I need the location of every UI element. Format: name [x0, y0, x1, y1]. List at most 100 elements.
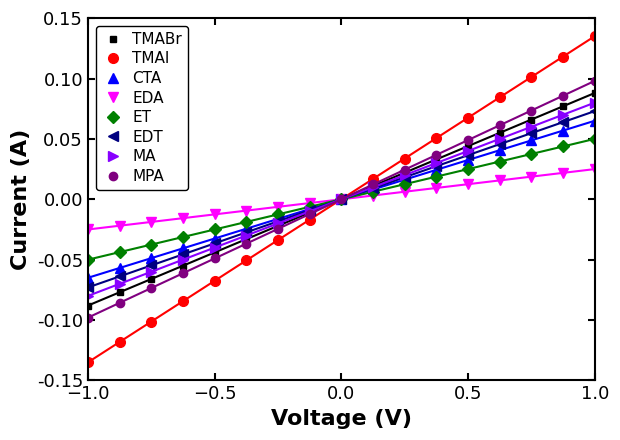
CTA — [306, 206, 313, 212]
EDA — [591, 166, 598, 172]
TMAI — [464, 115, 472, 121]
CTA — [84, 275, 92, 280]
MPA — [433, 152, 440, 158]
EDA — [496, 178, 503, 183]
Line: MPA: MPA — [84, 77, 599, 322]
CTA — [591, 118, 598, 124]
ET — [496, 159, 503, 164]
ET — [274, 212, 281, 217]
EDT — [337, 197, 345, 202]
TMABr — [148, 276, 155, 282]
ET — [179, 235, 187, 240]
TMABr — [179, 263, 187, 268]
CTA — [559, 128, 567, 133]
ET — [242, 219, 250, 224]
TMABr — [306, 210, 313, 215]
EDT — [179, 252, 187, 257]
ET — [433, 174, 440, 179]
TMABr — [242, 237, 250, 242]
EDT — [84, 285, 92, 290]
CTA — [148, 256, 155, 261]
MPA — [211, 256, 218, 261]
MPA — [148, 286, 155, 291]
EDA — [242, 208, 250, 213]
ET — [370, 189, 377, 194]
EDT — [559, 120, 567, 125]
TMAI — [274, 238, 281, 243]
ET — [591, 136, 598, 142]
EDA — [211, 212, 218, 217]
MPA — [179, 271, 187, 276]
MA — [433, 161, 440, 166]
CTA — [370, 187, 377, 192]
EDT — [274, 219, 281, 224]
EDT — [148, 263, 155, 268]
MPA — [84, 315, 92, 320]
MA — [370, 184, 377, 190]
EDA — [528, 174, 535, 179]
TMABr — [211, 250, 218, 255]
TMAI — [242, 258, 250, 263]
EDA — [116, 223, 123, 228]
TMAI — [148, 319, 155, 324]
EDA — [274, 204, 281, 209]
EDA — [464, 182, 472, 187]
Line: CTA: CTA — [83, 116, 600, 282]
ET — [559, 144, 567, 149]
EDA — [84, 227, 92, 232]
TMABr — [464, 143, 472, 149]
CTA — [464, 158, 472, 163]
TMABr — [591, 90, 598, 95]
EDA — [401, 189, 409, 194]
EDT — [211, 241, 218, 246]
EDT — [591, 109, 598, 114]
MPA — [116, 300, 123, 305]
TMABr — [370, 183, 377, 189]
CTA — [116, 265, 123, 271]
TMAI — [179, 299, 187, 304]
ET — [116, 249, 123, 255]
MPA — [464, 137, 472, 143]
MPA — [370, 182, 377, 187]
EDT — [496, 142, 503, 147]
TMAI — [496, 95, 503, 100]
X-axis label: Voltage (V): Voltage (V) — [271, 409, 412, 429]
CTA — [528, 138, 535, 143]
CTA — [211, 236, 218, 241]
MA — [496, 136, 503, 142]
MA — [179, 257, 187, 262]
CTA — [433, 167, 440, 172]
EDA — [179, 216, 187, 221]
TMABr — [496, 130, 503, 136]
TMABr — [433, 157, 440, 162]
MPA — [528, 108, 535, 113]
EDA — [370, 193, 377, 198]
TMAI — [84, 360, 92, 365]
MA — [591, 100, 598, 105]
TMAI — [528, 74, 535, 80]
MPA — [337, 197, 345, 202]
EDA — [433, 185, 440, 191]
ET — [211, 227, 218, 232]
ET — [306, 204, 313, 209]
ET — [464, 166, 472, 172]
EDT — [464, 153, 472, 158]
MA — [337, 197, 345, 202]
EDT — [433, 164, 440, 169]
MPA — [496, 123, 503, 128]
Line: TMAI: TMAI — [83, 31, 600, 367]
EDT — [401, 175, 409, 180]
MA — [211, 245, 218, 250]
TMABr — [274, 223, 281, 228]
MA — [242, 233, 250, 238]
CTA — [496, 147, 503, 153]
MA — [148, 269, 155, 275]
Line: EDA: EDA — [83, 164, 600, 235]
EDT — [116, 274, 123, 279]
MA — [559, 112, 567, 117]
EDA — [337, 197, 345, 202]
MPA — [306, 212, 313, 217]
CTA — [242, 226, 250, 231]
TMAI — [401, 156, 409, 161]
EDT — [370, 186, 377, 191]
